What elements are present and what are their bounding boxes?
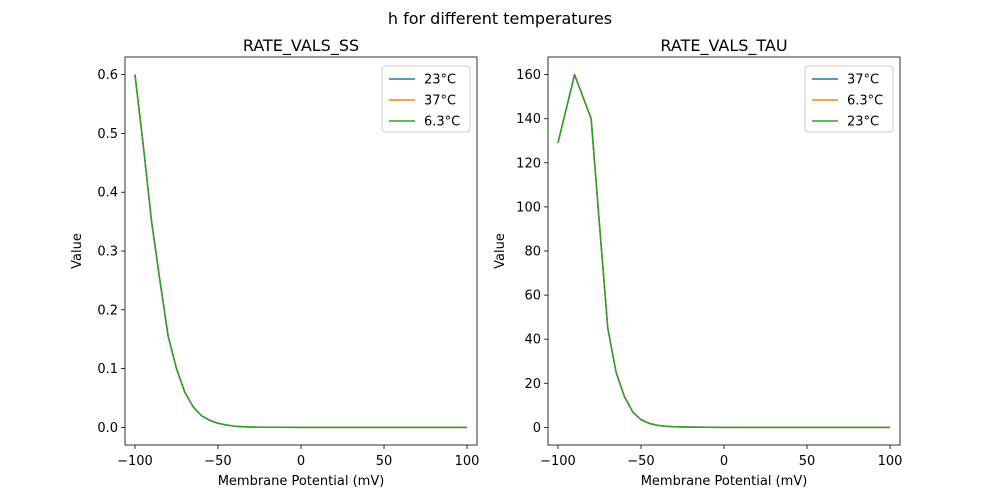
y-tick-label: 0.0 [97,421,118,436]
x-axis-label: Membrane Potential (mV) [218,474,385,489]
series-line-2 [557,73,891,429]
y-tick-label: 0.3 [97,245,118,260]
y-tick-label: 0.1 [97,362,118,377]
x-tick-label: 100 [455,454,480,469]
x-axis-label: Membrane Potential (mV) [641,474,808,489]
x-tick-label: 0 [297,454,305,469]
legend-label: 6.3°C [424,115,460,130]
y-tick-label: 0.2 [97,303,118,318]
legend-box [804,65,894,133]
x-tick-label: 100 [878,454,903,469]
y-axis-label: Value [493,233,508,269]
y-tick-label: 80 [524,245,541,260]
legend-label: 6.3°C [847,94,883,109]
x-tick-label: 50 [376,454,393,469]
legend-label: 37°C [424,94,456,109]
y-tick-label: 100 [516,200,541,215]
x-tick-label: −100 [117,454,153,469]
subplot-ss: RATE_VALS_SS −100 −50 0 50 100 0.0 0.1 0.2 0.3 0.4… [70,36,479,489]
subplot-title: RATE_VALS_TAU [660,36,787,56]
y-tick-label: 120 [516,156,541,171]
y-tick-label: 0.5 [97,127,118,142]
legend-label: 23°C [424,73,456,88]
x-tick-label: 0 [720,454,728,469]
y-tick-label: 0.4 [97,186,118,201]
y-tick-label: 0.6 [97,68,118,83]
x-tick-label: 50 [799,454,816,469]
y-tick-label: 140 [516,112,541,127]
y-tick-label: 60 [524,289,541,304]
y-axis-label: Value [70,233,85,269]
y-tick-label: 20 [524,377,541,392]
x-tick-label: −100 [540,454,576,469]
x-tick-label: −50 [627,454,654,469]
legend: 37°C 6.3°C 23°C [804,65,894,133]
subplot-tau: RATE_VALS_TAU −100 −50 0 50 100 0 20 40 60 80 100 12… [493,36,902,489]
y-tick-label: 0 [533,421,541,436]
subplot-title: RATE_VALS_SS [243,36,359,56]
y-tick-label: 40 [524,333,541,348]
legend-label: 37°C [847,73,879,88]
x-tick-label: −50 [204,454,231,469]
legend: 23°C 37°C 6.3°C [381,65,471,133]
series-line-2 [134,74,468,429]
figure-suptitle: h for different temperatures [388,9,612,28]
y-tick-label: 160 [516,68,541,83]
legend-box [381,65,471,133]
legend-label: 23°C [847,115,879,130]
